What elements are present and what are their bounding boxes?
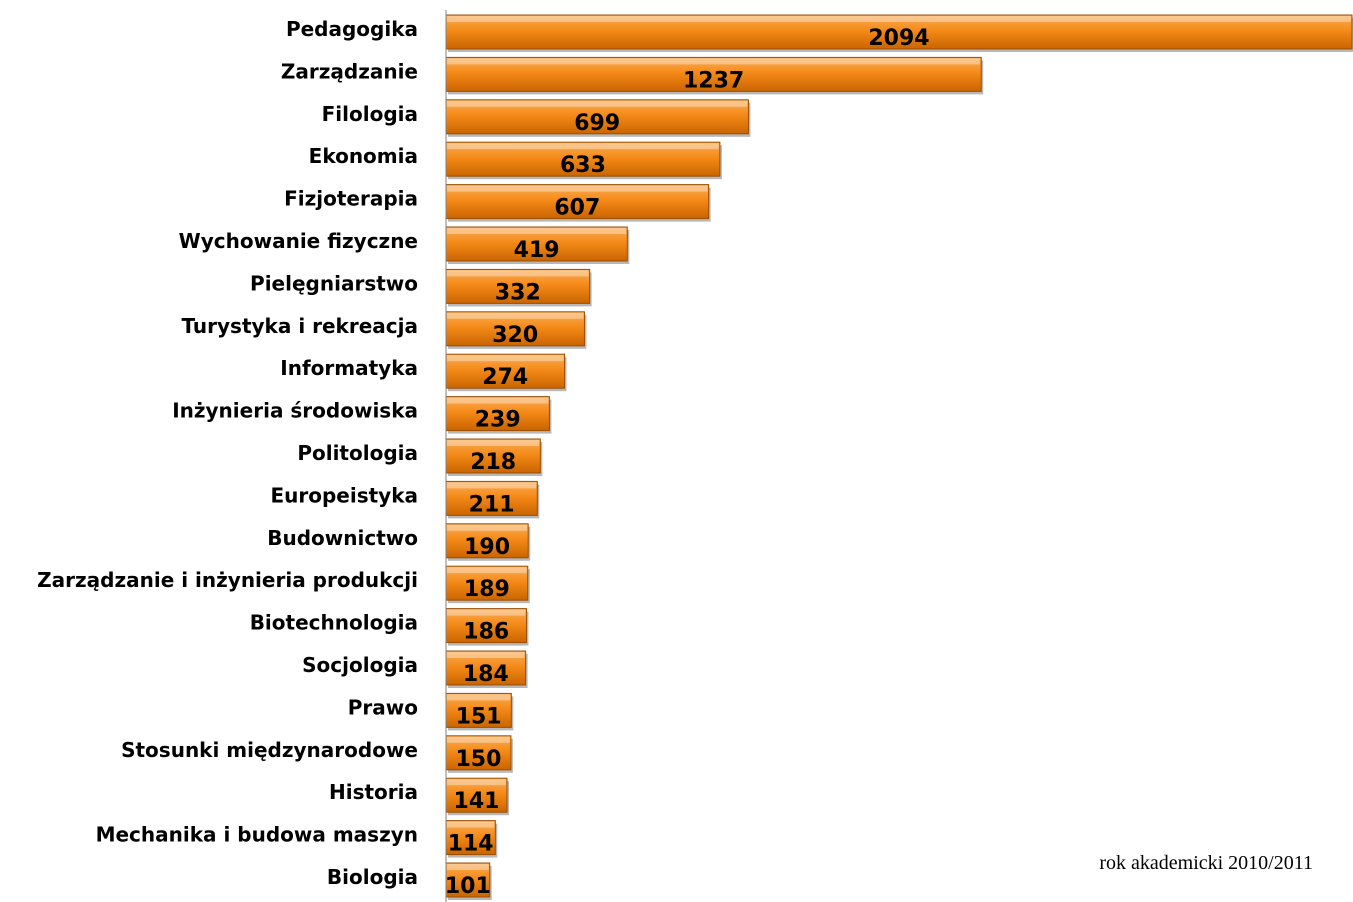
bar-highlight <box>447 609 526 616</box>
bar-highlight <box>447 440 540 446</box>
bar-highlight <box>447 567 527 574</box>
bar-value-label: 151 <box>456 704 502 729</box>
category-label: Politologia <box>297 441 418 465</box>
bar <box>445 820 496 856</box>
bar-value-label: 211 <box>469 492 515 517</box>
category-label: Socjologia <box>302 653 418 677</box>
bar-highlight <box>447 143 719 150</box>
category-label: Wychowanie fizyczne <box>179 229 418 253</box>
category-label: Fizjoterapia <box>284 187 418 211</box>
bar <box>445 608 527 644</box>
category-label: Pielęgniarstwo <box>250 271 418 295</box>
bar-value-label: 274 <box>482 365 528 390</box>
bar <box>445 226 628 262</box>
bar <box>445 14 1353 50</box>
bar-value-label: 189 <box>464 577 510 602</box>
bar-highlight <box>447 736 510 743</box>
bar-highlight <box>447 524 528 531</box>
category-label: Filologia <box>322 102 418 126</box>
category-label: Biologia <box>327 865 418 889</box>
bar-highlight <box>447 779 507 786</box>
bar-highlight <box>447 864 489 870</box>
category-label: Historia <box>329 780 418 804</box>
category-label: Budownictwo <box>267 526 418 550</box>
category-label: Mechanika i budowa maszyn <box>96 823 418 847</box>
category-label: Stosunki międzynarodowe <box>121 738 418 762</box>
bar <box>445 650 527 686</box>
bar-highlight <box>447 185 708 192</box>
category-label: Biotechnologia <box>250 611 418 635</box>
bar <box>445 565 529 601</box>
bar-value-label: 218 <box>470 450 516 475</box>
bar-highlight <box>447 58 981 65</box>
category-label: Zarządzanie <box>281 59 418 83</box>
bar-highlight <box>447 355 564 362</box>
bar-value-label: 633 <box>560 153 606 178</box>
bar-highlight <box>447 397 549 404</box>
academic-year-note: rok akademicki 2010/2011 <box>1099 852 1313 874</box>
bar <box>445 480 538 516</box>
bar-highlight <box>447 482 537 489</box>
category-label: Europeistyka <box>270 483 418 507</box>
bar-highlight <box>447 100 748 107</box>
bar-value-label: 141 <box>454 789 500 814</box>
bar-value-label: 190 <box>464 535 510 560</box>
bar <box>445 777 508 813</box>
bar <box>445 735 512 771</box>
bar-highlight <box>447 16 1351 22</box>
bar-value-label: 114 <box>448 832 494 857</box>
bar-value-label: 607 <box>554 196 600 221</box>
bar-value-label: 2094 <box>868 26 929 51</box>
category-label: Turystyka i rekreacja <box>181 314 418 338</box>
category-label: Prawo <box>348 695 418 719</box>
bar-value-label: 239 <box>475 408 521 433</box>
bar-value-label: 332 <box>495 280 541 305</box>
bar-highlight <box>447 694 511 701</box>
category-label: Zarządzanie i inżynieria produkcji <box>37 568 418 592</box>
bar <box>445 184 710 220</box>
bar <box>445 396 550 432</box>
bar-value-label: 1237 <box>683 68 744 93</box>
bar <box>445 523 529 559</box>
bar-value-label: 184 <box>463 662 509 687</box>
bar <box>445 438 541 474</box>
bar-highlight <box>447 652 525 658</box>
bar-highlight <box>447 821 495 828</box>
bars-group: 2094 Pedagogika 1237 Zarządzanie 699 Filologi… <box>37 14 1353 900</box>
bar <box>445 862 491 898</box>
bar <box>445 268 591 304</box>
bar-value-label: 699 <box>574 111 620 136</box>
bar-highlight <box>447 270 589 277</box>
bar-value-label: 320 <box>492 323 538 348</box>
bar <box>445 141 721 177</box>
bar-value-label: 150 <box>455 747 501 772</box>
bar-highlight <box>447 228 627 234</box>
bar-value-label: 186 <box>463 620 509 645</box>
category-label: Ekonomia <box>309 144 418 168</box>
category-label: Pedagogika <box>286 17 418 41</box>
category-label: Informatyka <box>280 356 418 380</box>
bar-highlight <box>447 312 584 319</box>
bar-value-label: 101 <box>445 874 491 899</box>
bar-value-label: 419 <box>514 238 560 263</box>
bar <box>445 99 749 135</box>
category-label: Inżynieria środowiska <box>172 399 418 423</box>
